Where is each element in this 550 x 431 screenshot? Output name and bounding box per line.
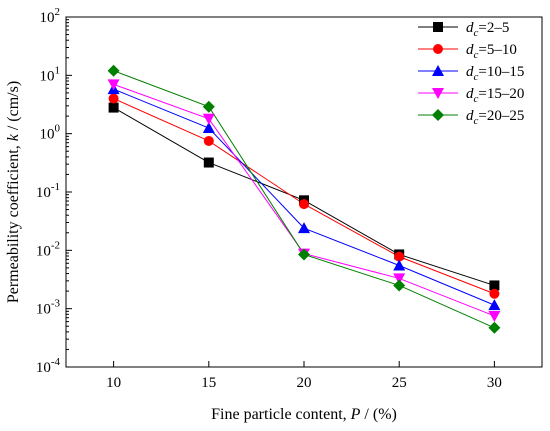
- legend-marker: [432, 65, 444, 76]
- legend-entry-3: dc=10–15: [466, 64, 524, 83]
- data-point-series-1: [108, 102, 119, 113]
- x-tick-label: 15: [201, 375, 216, 391]
- y-tick-label: 10-3: [36, 298, 61, 318]
- legend-marker: [432, 88, 444, 99]
- x-tick-label: 20: [297, 375, 312, 391]
- data-point-series-5: [298, 248, 310, 261]
- data-point-series-4: [202, 113, 215, 125]
- plot-area: [65, 16, 543, 368]
- data-point-series-5: [107, 64, 120, 77]
- data-point-series-3: [488, 299, 501, 311]
- y-tick-label: 10-2: [36, 239, 60, 259]
- legend-marker: [432, 109, 444, 121]
- x-tick-label: 25: [392, 375, 407, 391]
- data-point-series-4: [488, 310, 501, 322]
- data-point-series-5: [202, 100, 215, 113]
- legend: dc=2–5 dc=5–10 dc=10–15 dc=15–20 dc=20–25: [418, 20, 524, 127]
- data-point-series-5: [488, 321, 501, 334]
- x-tick-label: 10: [106, 375, 121, 391]
- legend-marker: [433, 22, 443, 32]
- series-markers: [107, 64, 501, 334]
- data-point-series-2: [394, 251, 405, 262]
- data-point-series-1: [489, 280, 500, 291]
- legend-entry-5: dc=20–25: [466, 108, 524, 127]
- data-point-series-2: [108, 93, 119, 104]
- legend-entry-1: dc=2–5: [466, 20, 509, 39]
- y-tick-label: 102: [40, 6, 61, 26]
- data-point-series-2: [299, 199, 309, 210]
- data-point-series-3: [298, 222, 310, 234]
- data-point-series-3: [202, 122, 215, 134]
- legend-entry-2: dc=5–10: [466, 42, 517, 61]
- data-point-series-2: [489, 288, 500, 299]
- y-axis-title: Permeability coefficient, k / (cm/s): [5, 81, 22, 303]
- y-tick-label: 10-4: [36, 356, 61, 376]
- data-point-series-4: [107, 79, 120, 91]
- data-point-series-1: [203, 157, 214, 168]
- x-tick-label: 30: [487, 375, 502, 391]
- data-point-series-3: [393, 259, 406, 271]
- x-axis-title: Fine particle content, P / (%): [211, 406, 397, 423]
- y-tick-label: 101: [40, 64, 61, 84]
- legend-marker: [433, 44, 443, 54]
- y-tick-label: 100: [40, 123, 61, 143]
- data-point-series-5: [393, 279, 406, 292]
- legend-entry-4: dc=15–20: [466, 86, 524, 105]
- data-point-series-2: [203, 135, 214, 146]
- axes: 10 15 20 25 30 102 101 100 10-1 10-2 10-3 10-4: [36, 6, 502, 391]
- data-point-series-4: [393, 273, 406, 285]
- y-tick-label: 10-1: [36, 181, 60, 201]
